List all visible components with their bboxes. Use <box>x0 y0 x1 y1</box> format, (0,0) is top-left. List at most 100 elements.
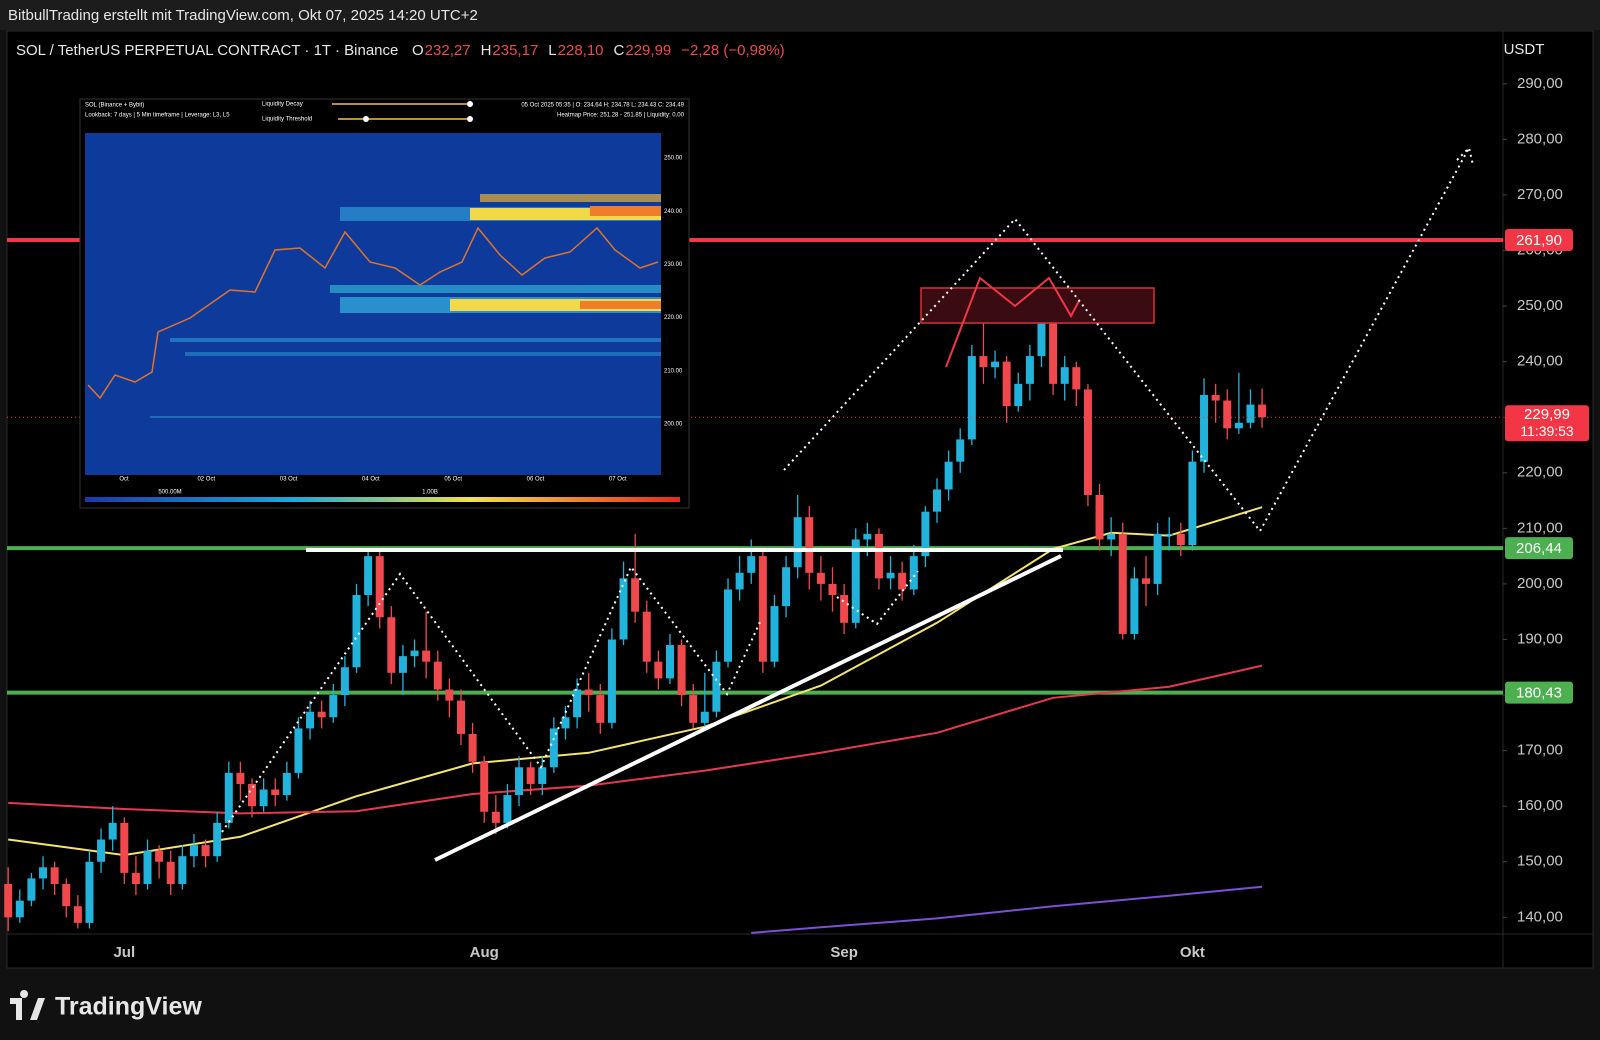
candle-body <box>375 556 384 618</box>
candle-body <box>735 572 744 590</box>
inset-control: Liquidity Threshold <box>262 117 312 123</box>
candle-body <box>770 606 779 662</box>
candle-body <box>724 589 733 662</box>
candle-body <box>294 728 303 773</box>
x-tick-label: Okt <box>1180 944 1205 961</box>
candle-body <box>189 845 198 857</box>
candle-body <box>840 595 849 623</box>
candle-body <box>317 711 326 718</box>
candle-body <box>271 789 280 796</box>
heat-band <box>330 285 661 293</box>
candle-body <box>1095 495 1104 540</box>
candle-body <box>1141 578 1150 584</box>
candle-body <box>944 461 953 490</box>
inset-title: SOL (Binance + Bybit) <box>85 103 144 109</box>
inset-info: Heatmap Price: 251.28 - 251.85 | Liquidi… <box>557 113 685 119</box>
ohlc-value: 229,99 <box>625 42 671 59</box>
candle-body <box>549 728 558 768</box>
candle-body <box>816 572 825 584</box>
y-tick-label: 210,00 <box>1517 519 1563 536</box>
candle-body <box>329 695 338 718</box>
candle-body <box>631 578 640 612</box>
candle-body <box>991 361 1000 368</box>
candle-body <box>886 572 895 579</box>
candle-body <box>480 761 489 812</box>
drawings <box>221 146 1474 862</box>
candle-body <box>1002 361 1011 407</box>
slider-knob <box>363 116 369 122</box>
candle-body <box>747 556 756 573</box>
candle-body <box>410 650 419 657</box>
candle-body <box>538 767 547 784</box>
candle-body <box>561 717 570 729</box>
y-tick-label: 170,00 <box>1517 742 1563 759</box>
candle-body <box>573 689 582 718</box>
heatmap-inset: SOL (Binance + Bybit) Lookback: 7 days | … <box>79 98 690 509</box>
ohlc-value: 232,27 <box>425 42 471 59</box>
candle-body <box>1176 533 1185 546</box>
candle-body <box>340 667 349 696</box>
ohlc-value: 228,10 <box>558 42 604 59</box>
candle-body <box>1130 578 1139 634</box>
candle-body <box>1025 356 1034 384</box>
heat-band <box>590 206 661 216</box>
symbol: SOL / TetherUS PERPETUAL CONTRACT · 1T ·… <box>16 42 398 59</box>
candle-body <box>1107 533 1116 540</box>
candle-body <box>712 661 721 712</box>
candle-body <box>1165 533 1174 536</box>
candle-body <box>933 489 941 512</box>
candle-body <box>584 689 593 696</box>
inset-legend-label: 500.00M <box>158 490 181 496</box>
candle-body <box>108 822 117 840</box>
candle-body <box>73 906 82 923</box>
credit: BitbullTrading erstellt mit TradingView.… <box>8 7 478 24</box>
candle-body <box>456 700 465 734</box>
candle-body <box>236 772 245 784</box>
candle-body <box>503 795 512 823</box>
candle-body <box>97 839 106 862</box>
color-bar <box>85 497 680 502</box>
inset-y-label: 220.00 <box>664 315 683 321</box>
candle-body <box>178 856 187 884</box>
y-tick-label: 140,00 <box>1517 908 1563 925</box>
y-tick-label: 280,00 <box>1517 130 1563 147</box>
candle-body <box>27 878 36 901</box>
brand: TradingView <box>55 993 202 1021</box>
candle-body <box>213 822 222 857</box>
candle-body <box>1223 400 1232 429</box>
inset-x-label: 03 Oct <box>280 477 298 483</box>
candle-body <box>689 695 698 723</box>
heat-band <box>185 352 661 356</box>
candle-body <box>921 511 930 557</box>
candle-body <box>700 711 709 723</box>
heat-band <box>150 416 661 418</box>
dotted-path <box>783 147 1470 533</box>
y-tick-label: 150,00 <box>1517 853 1563 870</box>
candle-body <box>758 556 767 662</box>
candle-body <box>445 689 454 701</box>
x-tick-label: Jul <box>113 944 135 961</box>
candle-body <box>364 556 373 596</box>
heat-band <box>170 338 661 342</box>
y-tick-label: 290,00 <box>1517 75 1563 92</box>
inset-y-label: 230.00 <box>664 262 683 268</box>
candle-body <box>1072 367 1081 390</box>
top-bar <box>0 0 1600 30</box>
candle-body <box>120 822 129 873</box>
level-label: 261,90 <box>1516 232 1562 249</box>
candle-body <box>1211 394 1220 401</box>
inset-x-label: Oct <box>119 477 129 483</box>
candle-body <box>607 639 616 723</box>
candle-body <box>1258 404 1267 418</box>
last-price-label: 229,99 <box>1524 406 1570 423</box>
ohlc-key: O <box>412 42 424 59</box>
candle-body <box>515 767 524 796</box>
candle-body <box>62 883 71 907</box>
candle-body <box>851 539 860 623</box>
moving-average <box>8 664 1263 815</box>
candle-body <box>387 617 396 673</box>
price-line <box>87 226 659 400</box>
candle-body <box>491 811 500 823</box>
red-zigzag <box>945 276 1080 368</box>
